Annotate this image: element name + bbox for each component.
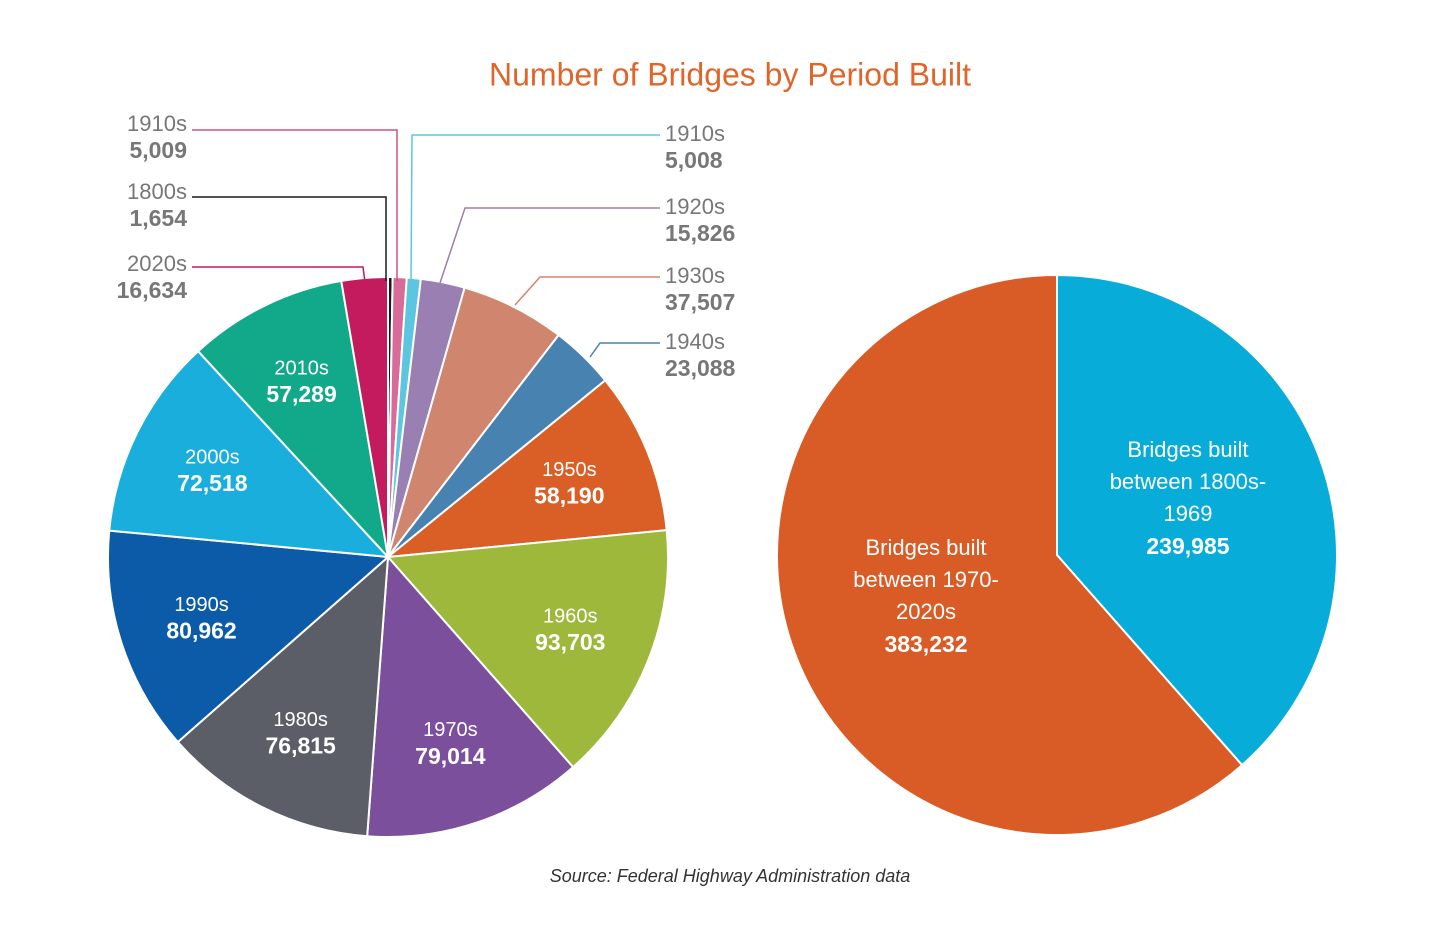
slice-value-label: 79,014: [415, 743, 486, 769]
slice-value-label: 23,088: [665, 355, 736, 381]
pie-slice: [107, 529, 391, 744]
slice-value-label: 58,190: [534, 483, 604, 509]
slice-value-label: 80,962: [166, 618, 236, 644]
pie-slice: [176, 554, 390, 838]
leader-line: [410, 134, 660, 282]
slice-value-label: 383,232: [884, 631, 968, 658]
leader-line: [514, 276, 660, 306]
slice-category: 1980s: [273, 709, 328, 731]
pie-slice: [108, 349, 391, 559]
leader-line: [192, 266, 366, 283]
slice-value-label: 93,703: [535, 629, 605, 655]
slice-category: 2020s: [127, 251, 187, 276]
slice-label: Bridges built between 1970-2020s 383,232: [831, 532, 1021, 660]
slice-category: Bridges built between 1800s-1969: [1109, 436, 1267, 526]
chart-title: Number of Bridges by Period Built: [489, 56, 971, 92]
slice-value-label: 16,634: [117, 277, 188, 303]
slice-category: 2010s: [274, 357, 329, 379]
slice-value-label: 1,654: [129, 205, 187, 231]
pie-slice: [384, 378, 668, 559]
pie-slice: [366, 554, 575, 838]
slice-value-label: 37,507: [665, 289, 735, 315]
slice-value-label: 72,518: [177, 470, 248, 496]
slice-value-label: 76,815: [266, 733, 337, 759]
slice-category: 1950s: [542, 459, 597, 481]
slice-value-label: 57,289: [266, 381, 336, 407]
slice-category: Bridges built between 1970-2020s: [853, 535, 999, 625]
slice-value-label: 239,985: [1146, 532, 1230, 559]
slice-label: Bridges built between 1800s-1969 239,985: [1093, 434, 1283, 562]
slice-category: 1970s: [423, 719, 478, 741]
pie-slice: [776, 273, 1244, 836]
slice-category: 1940s: [665, 329, 725, 354]
slice-category: 1800s: [127, 179, 187, 204]
slice-category: 1930s: [665, 263, 725, 288]
slice-category: 1960s: [543, 605, 598, 627]
slice-value-label: 5,008: [665, 147, 723, 173]
leader-line: [192, 129, 398, 281]
slice-value-label: 15,826: [665, 220, 735, 246]
leader-line: [192, 196, 387, 281]
leader-line: [589, 342, 660, 358]
slice-value-label: 5,009: [129, 137, 187, 163]
pie-slice: [1056, 273, 1338, 767]
slice-category: 1920s: [665, 194, 725, 219]
slice-category: 1990s: [174, 594, 229, 616]
slice-category: 1910s: [127, 111, 187, 136]
pie-slice: [196, 279, 390, 561]
source: Source: Federal Highway Administration d…: [550, 866, 911, 886]
pie-slice: [385, 529, 669, 769]
slice-category: 2000s: [185, 446, 240, 468]
slice-category: 1910s: [665, 121, 725, 146]
leader-line: [439, 207, 660, 284]
